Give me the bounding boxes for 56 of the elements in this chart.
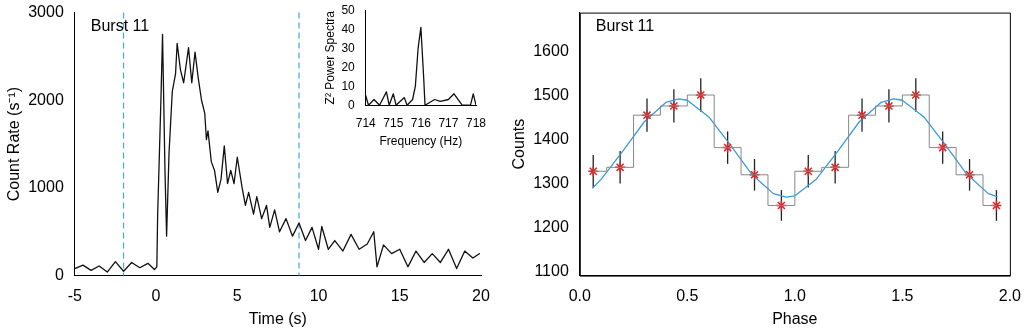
y-tick-label: 0: [348, 97, 356, 112]
x-tick-label: 718: [465, 115, 487, 130]
point: [695, 89, 707, 101]
point: [641, 109, 653, 121]
x-tick-label: 715: [383, 115, 404, 130]
y-tick-label: 20: [341, 59, 356, 74]
point: [829, 161, 841, 174]
x-axis-title: Frequency (Hz): [379, 134, 463, 149]
y-tick-label: 30: [341, 40, 356, 55]
x-tick-label: 716: [410, 115, 432, 130]
x-tick-label: 15: [390, 286, 409, 304]
y-tick-label: 1600: [533, 42, 569, 60]
x-tick-label: 1.0: [783, 286, 807, 304]
annotation: Burst 11: [90, 17, 150, 35]
y-axis-title: Count Rate (s⁻¹): [5, 86, 23, 202]
annotation: Burst 11: [595, 17, 655, 35]
y-tick-label: 0: [54, 266, 64, 284]
y-tick-label: 40: [341, 21, 356, 36]
point: [748, 169, 761, 181]
x-tick-label: 20: [472, 286, 490, 304]
point: [614, 161, 626, 174]
x-tick-label: 0: [151, 286, 161, 304]
x-tick-label: 10: [309, 286, 328, 304]
y-tick-label: 1000: [28, 178, 64, 196]
y-tick-label: 3000: [28, 3, 64, 21]
x-axis-title: Phase: [772, 309, 818, 327]
x-tick-label: 1.5: [891, 286, 914, 304]
point: [910, 89, 922, 101]
point: [990, 199, 1003, 212]
x-tick-label: 717: [438, 115, 459, 130]
point: [587, 165, 599, 178]
point: [668, 100, 680, 112]
y-tick-label: 1100: [534, 261, 569, 279]
y-tick-label: 10: [341, 78, 356, 93]
point: [936, 141, 949, 154]
x-tick-label: -5: [67, 286, 82, 304]
x-tick-label: 0.0: [568, 286, 592, 304]
x-tick-label: 2.0: [998, 286, 1022, 304]
y-tick-label: 50: [341, 2, 356, 17]
y-tick-label: 1200: [533, 217, 569, 235]
y-tick-label: 1500: [533, 86, 569, 104]
point: [856, 109, 868, 121]
point: [802, 165, 815, 178]
x-tick-label: 714: [355, 115, 377, 130]
y-axis-title: Z² Power Spectra: [322, 10, 337, 105]
point: [775, 199, 788, 212]
y-tick-label: 1300: [533, 173, 569, 191]
y-tick-label: 2000: [28, 90, 64, 108]
x-tick-label: 0.5: [676, 286, 699, 304]
y-axis-title: Counts: [510, 118, 528, 170]
x-axis-title: Time (s): [248, 309, 307, 327]
point: [963, 169, 976, 181]
y-tick-label: 1400: [533, 130, 569, 148]
point: [721, 141, 734, 154]
point: [883, 100, 895, 112]
x-tick-label: 5: [232, 286, 242, 304]
